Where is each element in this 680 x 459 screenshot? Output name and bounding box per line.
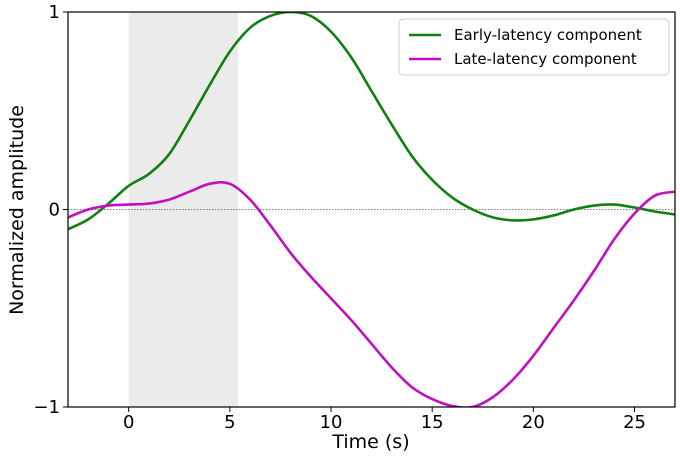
x-axis-label: Time (s) bbox=[331, 431, 409, 453]
x-tick-label: 5 bbox=[224, 412, 235, 433]
legend: Early-latency component Late-latency comp… bbox=[398, 18, 670, 76]
x-tick-label: 20 bbox=[522, 412, 545, 433]
legend-label: Late-latency component bbox=[454, 50, 637, 68]
y-axis: −1 0 1 bbox=[33, 2, 68, 418]
x-tick-label: 25 bbox=[623, 412, 646, 433]
series-line-2 bbox=[68, 181, 675, 407]
series-line-1 bbox=[68, 12, 675, 231]
y-tick-label: 0 bbox=[49, 200, 60, 221]
x-tick-label: 10 bbox=[320, 412, 343, 433]
x-tick-label: 0 bbox=[123, 412, 134, 433]
legend-box bbox=[398, 18, 670, 76]
y-tick-label: 1 bbox=[49, 2, 60, 23]
x-axis: 0 5 10 15 20 25 bbox=[123, 407, 646, 433]
x-tick-label: 15 bbox=[421, 412, 444, 433]
y-axis-label: Normalized amplitude bbox=[6, 105, 28, 315]
legend-label: Early-latency component bbox=[454, 26, 642, 44]
y-tick-label: −1 bbox=[33, 397, 60, 418]
